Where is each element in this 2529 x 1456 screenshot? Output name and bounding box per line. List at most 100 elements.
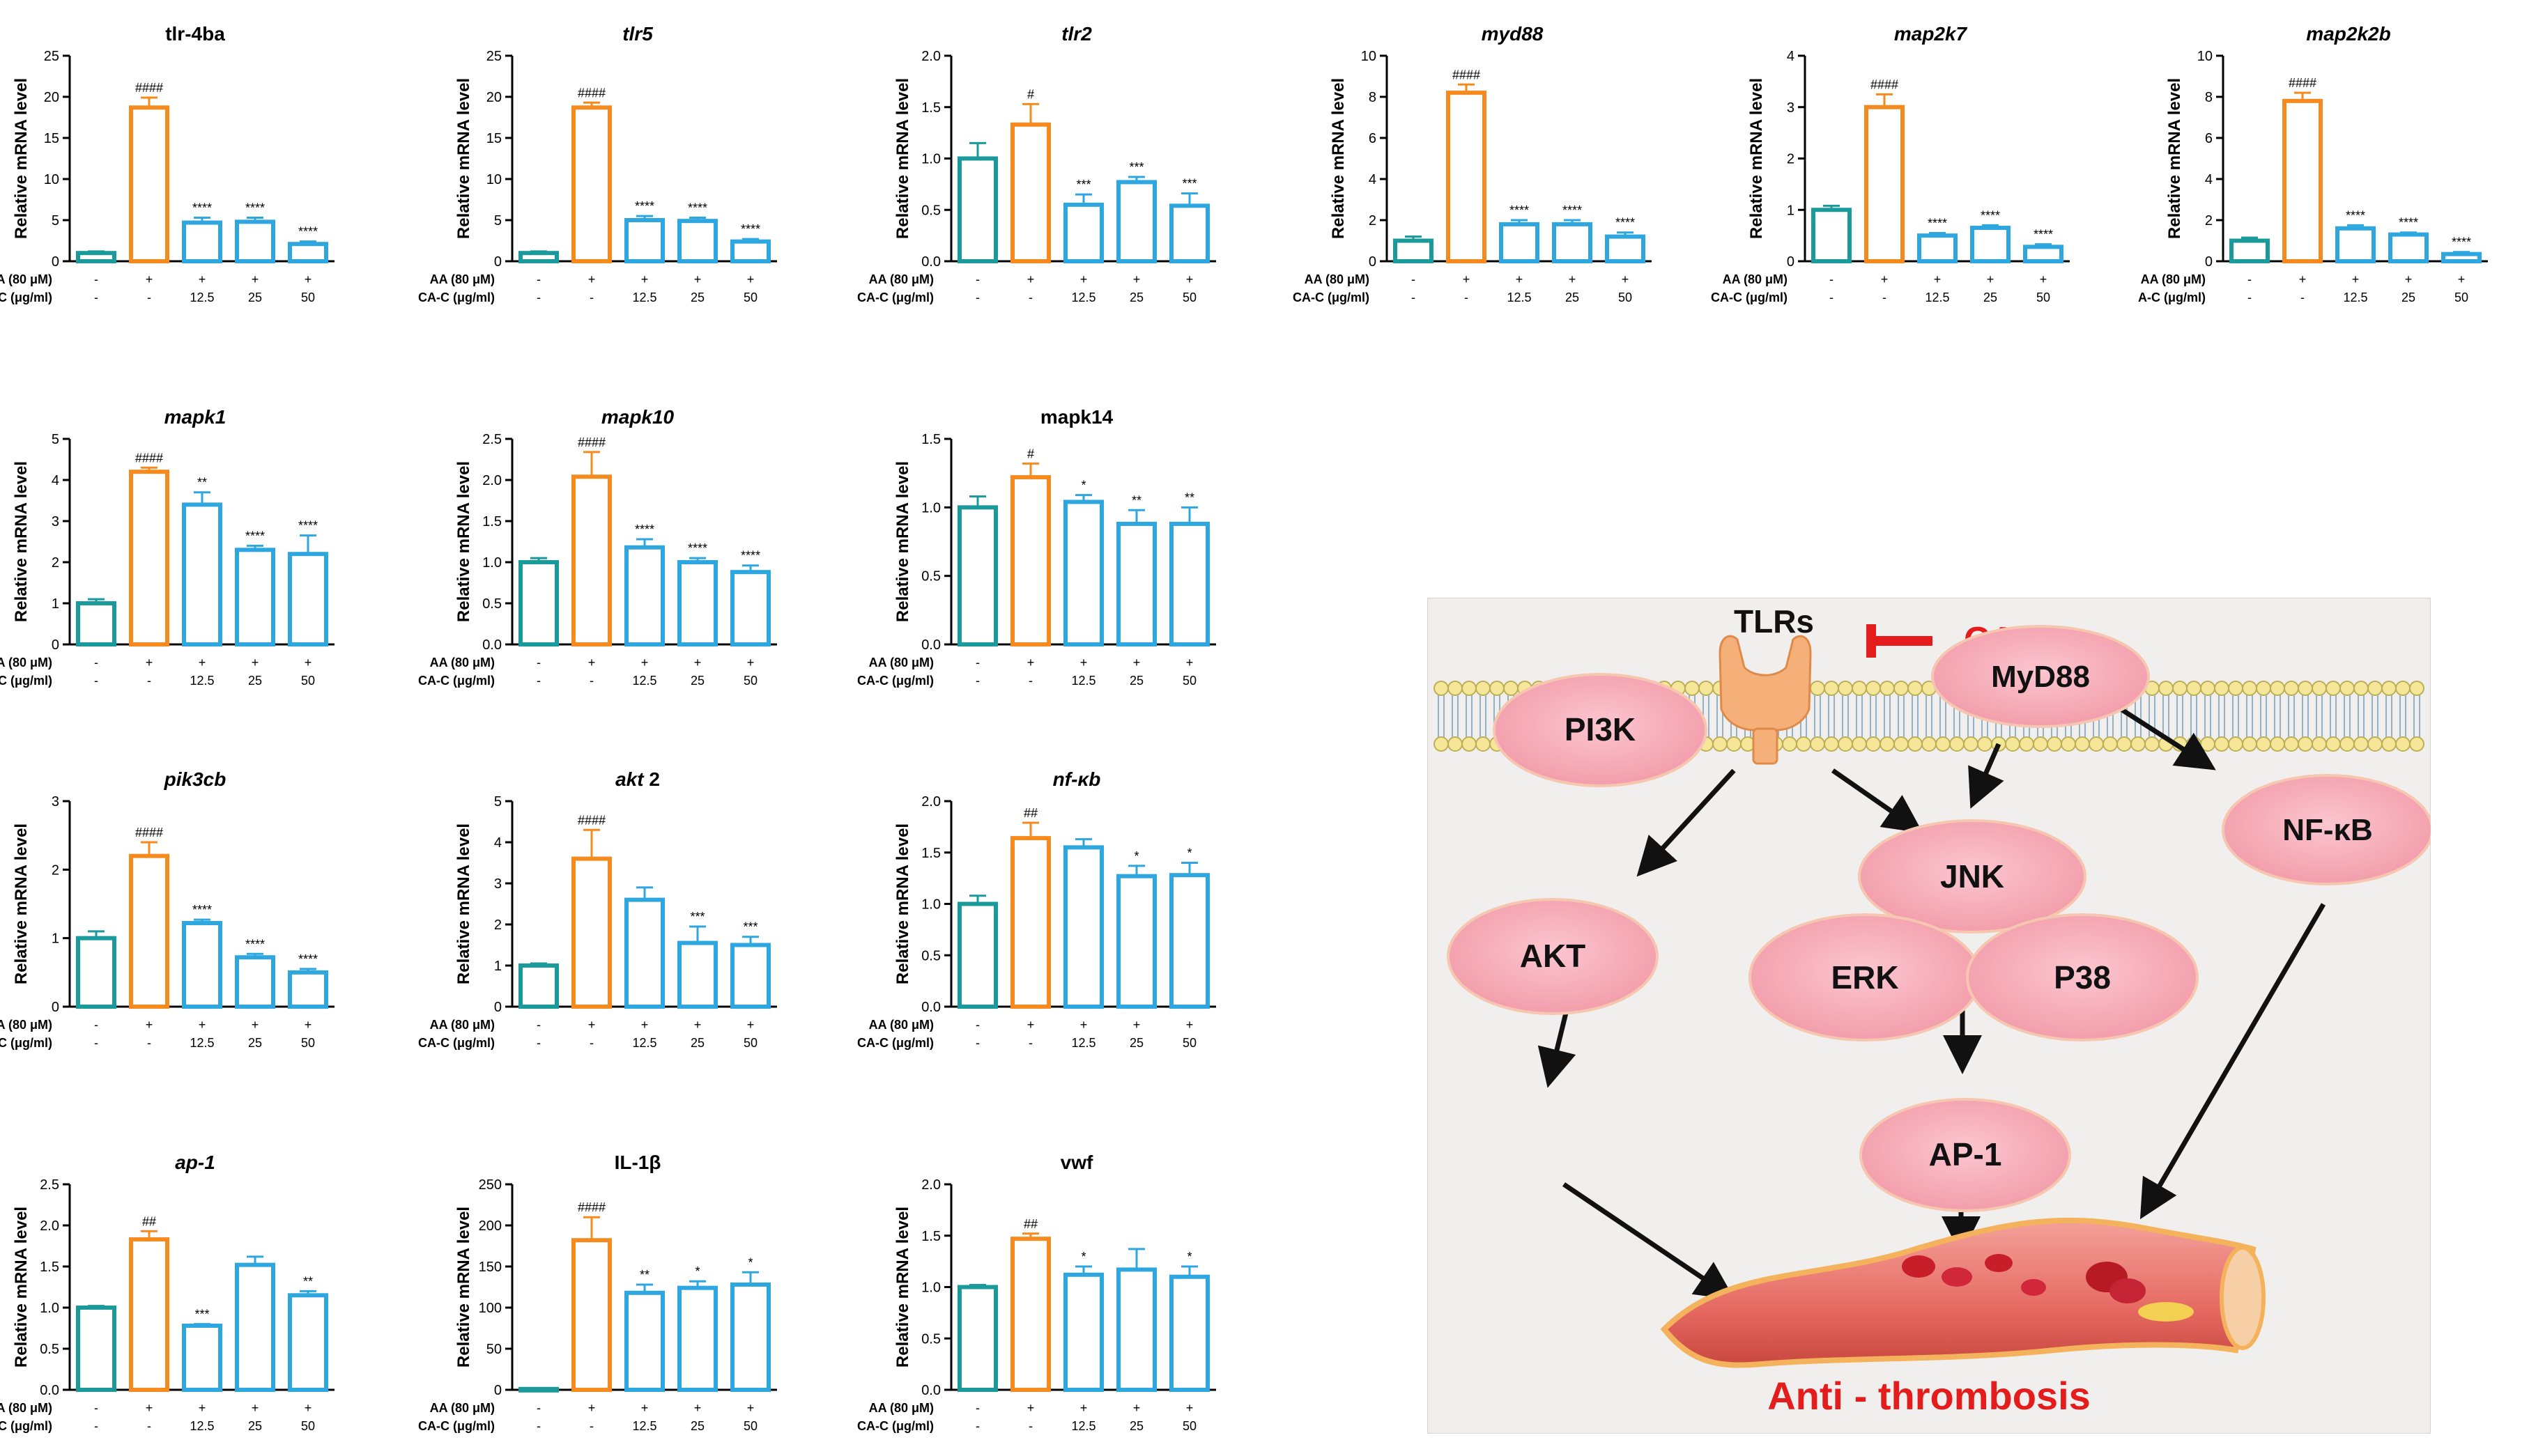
node-akt: AKT <box>1447 898 1659 1015</box>
aa-row-label: AA (80 μM) <box>869 1018 934 1032</box>
y-tick-label: 1.0 <box>921 152 941 167</box>
cac-sign: - <box>147 674 151 688</box>
chart-title: mapk1 <box>164 406 226 428</box>
membrane-head <box>1447 681 1463 696</box>
chart-2: tlr5 0 5 10 15 20 25 Relative mRNA level - - #### +… <box>418 23 777 304</box>
membrane-head <box>1433 681 1449 696</box>
significance-label: **** <box>245 201 265 215</box>
y-axis-label: Relative mRNA level <box>893 1207 912 1368</box>
aa-sign: + <box>1987 272 1994 286</box>
cac-sign: 25 <box>1565 291 1579 304</box>
membrane-head <box>1824 681 1839 696</box>
y-tick-label: 2 <box>494 917 502 933</box>
cac-sign: 25 <box>2401 291 2415 304</box>
aa-sign: + <box>1186 1401 1194 1415</box>
node-ap1: AP-1 <box>1859 1098 2071 1212</box>
bar-25 <box>677 1285 718 1393</box>
significance-label: * <box>1187 846 1192 860</box>
aa-sign: + <box>588 656 596 669</box>
membrane-head <box>2326 736 2341 752</box>
bar-Control <box>1393 238 1433 263</box>
membrane-head <box>2158 681 2174 696</box>
membrane-tail <box>1452 695 1459 737</box>
y-tick-label: 0 <box>494 1383 502 1398</box>
membrane-head <box>2116 736 2132 752</box>
y-tick-label: 2.0 <box>921 794 941 810</box>
bar-25 <box>677 940 718 1009</box>
chart-title: IL-1β <box>615 1152 661 1173</box>
bar-25 <box>1970 226 2011 263</box>
y-tick-label: 10 <box>1361 49 1376 64</box>
chart-title: pik3cb <box>164 768 226 790</box>
membrane-head <box>1852 681 1867 696</box>
membrane-tail <box>2302 695 2309 737</box>
cac-sign: 50 <box>744 1419 758 1433</box>
cac-sign: 50 <box>1183 291 1197 304</box>
y-tick-label: 4 <box>1787 49 1794 64</box>
bar-12.5 <box>182 220 222 264</box>
bar-50 <box>2441 251 2482 263</box>
y-tick-label: 250 <box>479 1177 502 1193</box>
cac-sign: 50 <box>2036 291 2050 304</box>
significance-label: *** <box>1076 178 1091 192</box>
significance-label: # <box>1027 447 1034 460</box>
membrane-tail <box>2246 695 2253 737</box>
bar-25 <box>1116 521 1157 647</box>
bar-AA <box>571 1238 612 1392</box>
significance-label: **** <box>635 522 654 536</box>
node-akt-label: AKT <box>1520 938 1586 974</box>
node-nfkb: NF-κB <box>2222 774 2434 885</box>
cac-sign: - <box>1029 1036 1033 1050</box>
bar-Control <box>518 1386 559 1393</box>
membrane-head <box>2326 681 2341 696</box>
aa-sign: + <box>146 656 153 669</box>
significance-label: * <box>1187 1250 1192 1264</box>
y-tick-label: 4 <box>1369 172 1376 187</box>
significance-label: ** <box>640 1268 649 1282</box>
tlrs-label: TLRs <box>1734 603 1814 640</box>
cac-sign: - <box>94 1419 98 1433</box>
membrane-head <box>1433 736 1449 752</box>
y-tick-label: 1.5 <box>921 1229 941 1244</box>
bar-12.5 <box>1063 1272 1104 1393</box>
membrane-head <box>1852 736 1867 752</box>
membrane-head <box>2409 681 2424 696</box>
bar-50 <box>1169 203 1210 264</box>
cac-row-label: CA-C (μg/ml) <box>0 674 52 688</box>
bar-12.5 <box>182 1323 222 1392</box>
cac-row-label: CA-C (μg/ml) <box>418 291 495 304</box>
aa-sign: + <box>588 1018 596 1032</box>
inhibition-icon <box>1866 624 1932 658</box>
chart-title: map2k2b <box>2306 23 2390 45</box>
y-tick-label: 1 <box>52 596 59 612</box>
significance-label: **** <box>688 541 707 555</box>
membrane-head <box>2353 681 2369 696</box>
cac-sign: 12.5 <box>1071 1419 1096 1433</box>
bar-Control <box>518 963 559 1009</box>
bar-12.5 <box>1917 233 1958 263</box>
membrane-head <box>2186 681 2201 696</box>
membrane-head <box>1684 681 1700 696</box>
significance-label: ** <box>197 476 207 490</box>
significance-label: **** <box>192 903 212 917</box>
bar-AA <box>1010 122 1051 263</box>
membrane-head <box>2381 681 2397 696</box>
membrane-head <box>1866 681 1881 696</box>
membrane-tail <box>2358 695 2365 737</box>
bar-AA <box>129 1237 169 1393</box>
y-axis-label: Relative mRNA level <box>893 823 912 984</box>
aa-sign: - <box>976 656 980 669</box>
cac-sign: 25 <box>691 291 705 304</box>
chart-3: tlr2 0.0 0.5 1.0 1.5 2.0 Relative mRNA level - -… <box>857 23 1216 304</box>
cac-row-label: CA-C (μg/ml) <box>0 1419 52 1433</box>
aa-row-label: AA (80 μM) <box>0 1401 52 1415</box>
membrane-head <box>1447 736 1463 752</box>
bar-50 <box>288 1293 328 1393</box>
aa-sign: + <box>694 1018 702 1032</box>
bar-AA <box>1010 836 1051 1009</box>
significance-label: **** <box>1509 203 1529 217</box>
cac-row-label: CA-C (μg/ml) <box>857 674 934 688</box>
y-tick-label: 6 <box>2205 131 2213 146</box>
aa-sign: + <box>747 656 755 669</box>
y-tick-label: 1.5 <box>921 846 941 861</box>
